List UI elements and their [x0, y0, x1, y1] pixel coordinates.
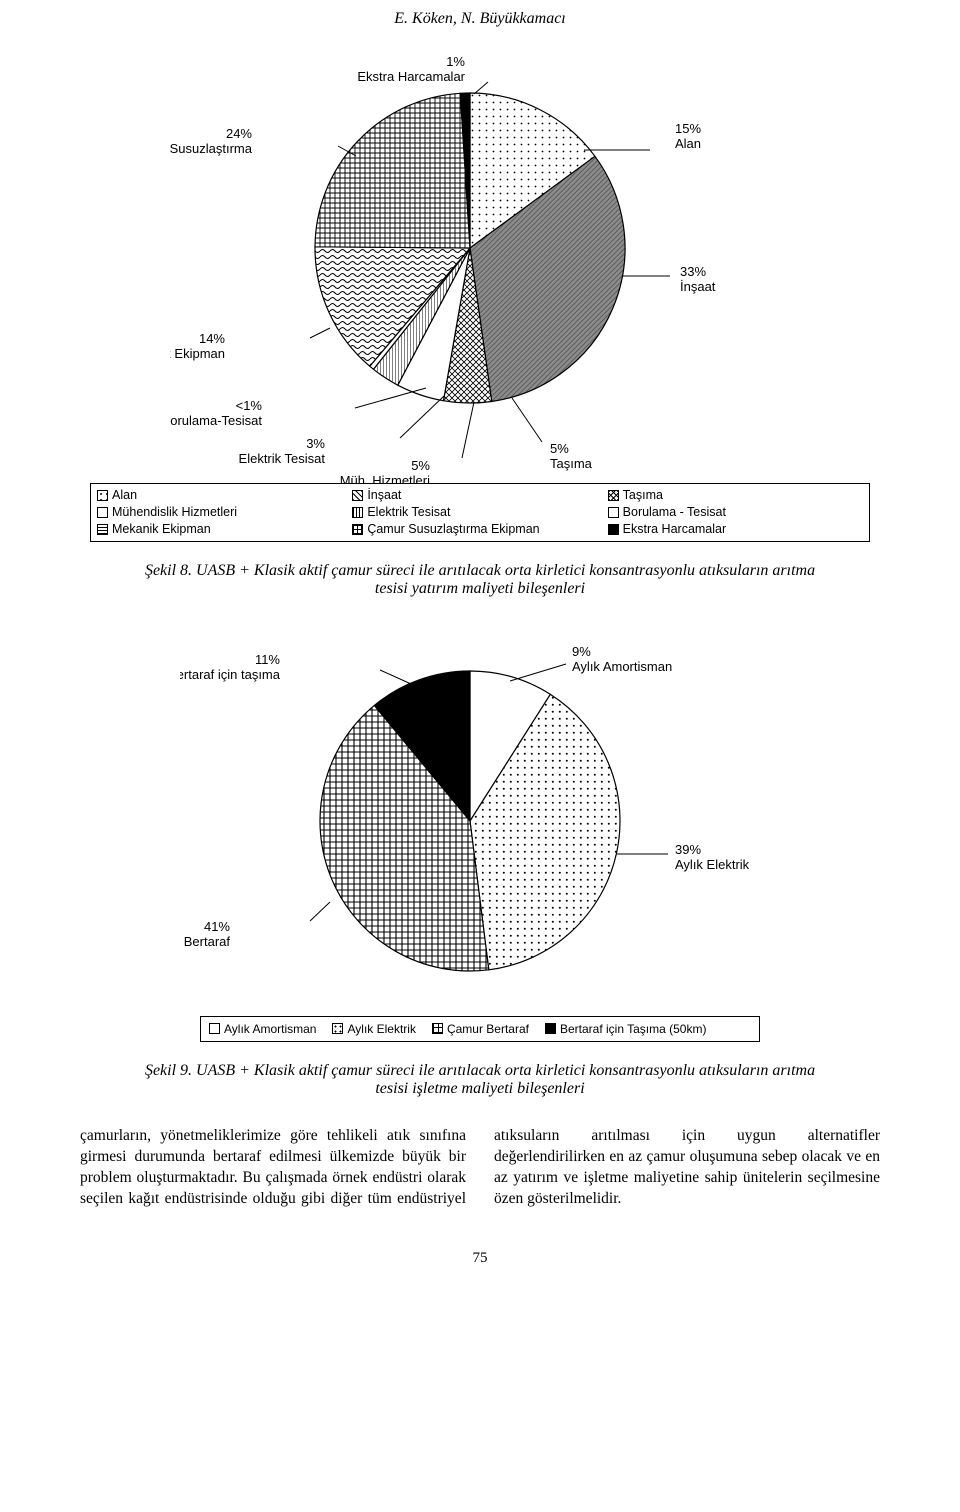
leader-line — [310, 902, 330, 921]
chart2-legend: Aylık Amortisman Aylık Elektrik Çamur Bert… — [200, 1016, 760, 1042]
legend-swatch-icon — [608, 507, 619, 518]
slice-label: 5% — [550, 441, 569, 456]
leader-line — [400, 396, 444, 438]
legend-label: Borulama - Tesisat — [623, 504, 726, 521]
chart1-pie: 15%Alan33%İnşaat5%Taşıma5%Müh. Hizmetler… — [170, 38, 790, 483]
slice-label: Ekstra Harcamalar — [357, 69, 465, 84]
legend-item: Mekanik Ekipman — [97, 521, 352, 538]
slice-label: Bertaraf için taşıma — [180, 667, 281, 682]
slice-label: 9% — [572, 644, 591, 659]
legend-swatch-icon — [545, 1023, 556, 1034]
legend-label: Aylık Elektrik — [347, 1021, 415, 1037]
legend-swatch-icon — [97, 490, 108, 501]
slice-label: 15% — [675, 121, 701, 136]
legend-swatch-icon — [352, 507, 363, 518]
legend-item: Mühendislik Hizmetleri — [97, 504, 352, 521]
slice-label: İnşaat — [680, 279, 716, 294]
pie-slice — [315, 93, 470, 248]
legend-item: Borulama - Tesisat — [608, 504, 863, 521]
legend-swatch-icon — [352, 490, 363, 501]
body-paragraph: çamurların, yönetmeliklerimize göre tehl… — [80, 1126, 880, 1210]
legend-item: Alan — [97, 487, 352, 504]
chart1-block: 15%Alan33%İnşaat5%Taşıma5%Müh. Hizmetler… — [90, 38, 870, 542]
legend-item: Taşıma — [608, 487, 863, 504]
slice-label: 11% — [255, 652, 280, 667]
slice-label: 5% — [411, 458, 430, 473]
slice-label: Çamur Susuzlaştırma — [170, 141, 253, 156]
slice-label: Çamur Bertaraf — [180, 934, 230, 949]
slice-label: 33% — [680, 264, 706, 279]
slice-label: Aylık Elektrik — [675, 857, 750, 872]
legend-swatch-icon — [332, 1023, 343, 1034]
legend-label: Çamur Bertaraf — [447, 1021, 529, 1037]
legend-swatch-icon — [209, 1023, 220, 1034]
legend-swatch-icon — [608, 524, 619, 535]
slice-label: Mekanik Ekipman — [170, 346, 225, 361]
legend-swatch-icon — [608, 490, 619, 501]
chart2-caption: Şekil 9. UASB + Klasik aktif çamur sürec… — [130, 1062, 830, 1098]
legend-item: Çamur Susuzlaştırma Ekipman — [352, 521, 607, 538]
legend-row: Mekanik Ekipman Çamur Susuzlaştırma Ekipm… — [97, 521, 863, 538]
leader-line — [512, 398, 542, 442]
legend-item: Elektrik Tesisat — [352, 504, 607, 521]
slice-label: Müh. Hizmetleri — [340, 473, 430, 483]
legend-label: İnşaat — [367, 487, 401, 504]
legend-swatch-icon — [97, 507, 108, 518]
legend-swatch-icon — [432, 1023, 443, 1034]
legend-label: Mekanik Ekipman — [112, 521, 211, 538]
slice-label: Aylık Amortisman — [572, 659, 672, 674]
leader-line — [380, 670, 420, 688]
legend-label: Aylık Amortisman — [224, 1021, 316, 1037]
legend-row: Alan İnşaat Taşıma — [97, 487, 863, 504]
slice-label: <1% — [236, 398, 263, 413]
legend-label: Bertaraf için Taşıma (50km) — [560, 1021, 707, 1037]
legend-row: Aylık Amortisman Aylık Elektrik Çamur Bert… — [209, 1021, 751, 1037]
chart1-legend: Alan İnşaat Taşıma Mühendislik Hizmetleri El… — [90, 483, 870, 542]
leader-line — [462, 402, 474, 458]
slice-label: 24% — [226, 126, 252, 141]
legend-label: Elektrik Tesisat — [367, 504, 450, 521]
leader-line — [474, 82, 488, 94]
slice-label: Elektrik Tesisat — [239, 451, 326, 466]
legend-item: Aylık Amortisman — [209, 1021, 316, 1037]
slice-label: 39% — [675, 842, 701, 857]
leader-line — [355, 388, 426, 408]
legend-item: Aylık Elektrik — [332, 1021, 415, 1037]
slice-label: 14% — [199, 331, 225, 346]
slice-label: Alan — [675, 136, 701, 151]
slice-label: Taşıma — [550, 456, 593, 471]
legend-row: Mühendislik Hizmetleri Elektrik Tesisat Bo… — [97, 504, 863, 521]
slice-label: Borulama-Tesisat — [170, 413, 262, 428]
page-number: 75 — [80, 1250, 880, 1267]
legend-label: Mühendislik Hizmetleri — [112, 504, 237, 521]
legend-label: Çamur Susuzlaştırma Ekipman — [367, 521, 539, 538]
legend-item: Ekstra Harcamalar — [608, 521, 863, 538]
chart1-caption: Şekil 8. UASB + Klasik aktif çamur sürec… — [130, 562, 830, 598]
legend-label: Ekstra Harcamalar — [623, 521, 727, 538]
legend-item: Bertaraf için Taşıma (50km) — [545, 1021, 707, 1037]
slice-label: 1% — [446, 54, 465, 69]
leader-line — [310, 328, 330, 338]
legend-label: Taşıma — [623, 487, 663, 504]
legend-item: İnşaat — [352, 487, 607, 504]
page-header: E. Köken, N. Büyükkamacı — [80, 10, 880, 28]
legend-label: Alan — [112, 487, 137, 504]
legend-item: Çamur Bertaraf — [432, 1021, 529, 1037]
slice-label: 3% — [306, 436, 325, 451]
chart2-pie: 9%Aylık Amortisman 39%Aylık Elektrik 41%Ça… — [180, 626, 780, 1006]
leader-line — [510, 664, 566, 681]
legend-swatch-icon — [352, 524, 363, 535]
slice-label: 41% — [204, 919, 230, 934]
body-columns: çamurların, yönetmeliklerimize göre tehl… — [80, 1126, 880, 1210]
chart2-block: 9%Aylık Amortisman39%Aylık Elektrik41%Ça… — [90, 626, 870, 1042]
legend-swatch-icon — [97, 524, 108, 535]
